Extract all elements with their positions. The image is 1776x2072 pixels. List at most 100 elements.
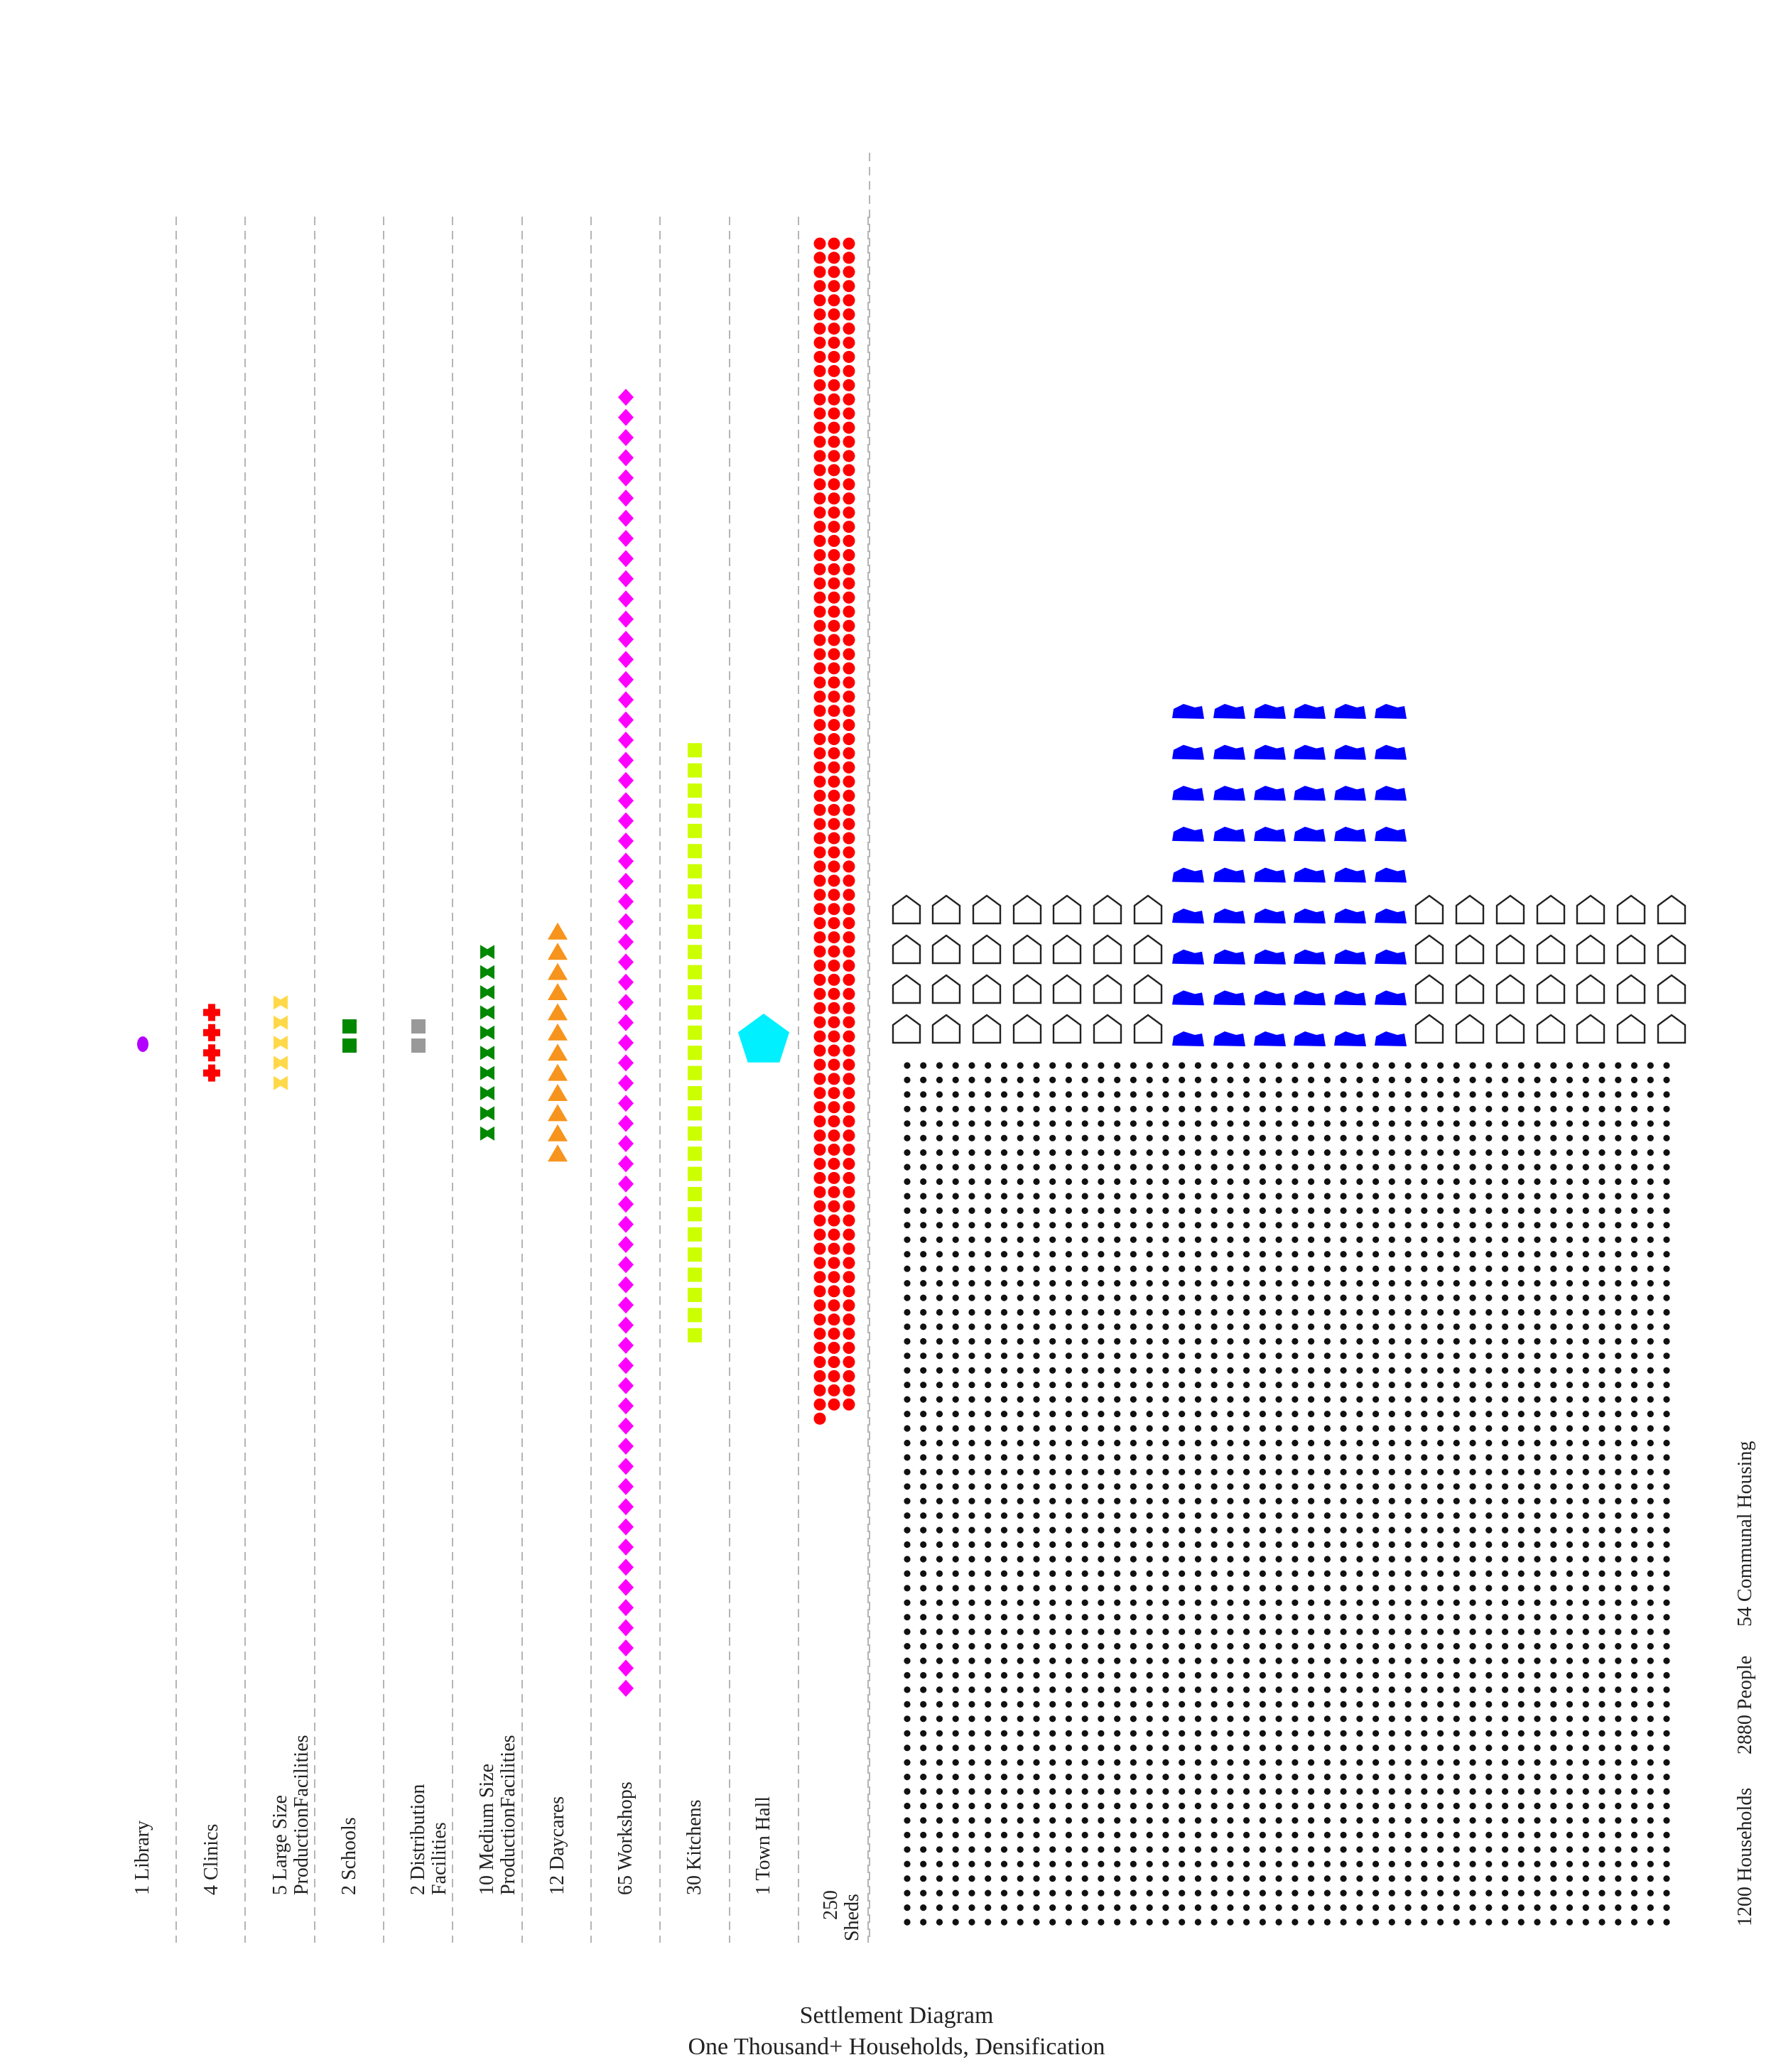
person-dot — [1162, 1774, 1169, 1781]
person-dot — [1566, 1251, 1574, 1258]
household-icon — [931, 934, 961, 965]
person-dot — [1534, 1105, 1541, 1112]
person-dot — [1663, 1352, 1670, 1360]
person-dot — [1421, 1556, 1428, 1563]
person-dot — [1017, 1076, 1024, 1083]
workshops-marker — [618, 1175, 634, 1193]
shed-dot — [813, 973, 826, 986]
person-dot — [1211, 1512, 1218, 1519]
person-dot — [1502, 1671, 1509, 1679]
person-dot — [1243, 1134, 1250, 1141]
person-dot — [1098, 1323, 1105, 1330]
person-dot — [1227, 1671, 1234, 1679]
person-dot — [1517, 1585, 1525, 1592]
person-dot — [1421, 1396, 1428, 1403]
person-dot — [1275, 1599, 1282, 1606]
person-dot — [1000, 1382, 1008, 1389]
person-dot — [1598, 1817, 1606, 1824]
person-dot — [1421, 1207, 1428, 1214]
person-dot — [1081, 1265, 1088, 1272]
person-dot — [920, 1396, 927, 1403]
person-dot — [1582, 1425, 1589, 1432]
person-dot — [1534, 1497, 1541, 1504]
person-dot — [1663, 1585, 1670, 1592]
person-dot — [1372, 1308, 1380, 1316]
person-dot — [1404, 1164, 1412, 1171]
person-dot — [1098, 1686, 1105, 1693]
person-dot — [1534, 1817, 1541, 1824]
person-dot — [1550, 1570, 1557, 1577]
person-dot — [1550, 1701, 1557, 1708]
shed-dot — [813, 266, 826, 278]
person-dot — [1162, 1367, 1169, 1374]
person-dot — [1630, 1120, 1638, 1127]
person-dot — [1033, 1919, 1040, 1926]
person-dot — [1388, 1352, 1395, 1360]
person-dot — [985, 1628, 992, 1635]
person-dot — [1517, 1846, 1525, 1853]
person-dot — [1146, 1512, 1153, 1519]
person-dot — [1049, 1105, 1056, 1112]
shed-dot — [828, 1271, 840, 1284]
person-dot — [1259, 1643, 1266, 1650]
person-dot — [1227, 1715, 1234, 1723]
person-dot — [1179, 1120, 1186, 1127]
person-dot — [1162, 1454, 1169, 1461]
person-dot — [1098, 1497, 1105, 1504]
person-dot — [936, 1657, 943, 1664]
person-dot — [1227, 1338, 1234, 1345]
shed-dot — [843, 563, 855, 575]
shed-dot — [843, 1398, 855, 1411]
person-dot — [1453, 1759, 1460, 1766]
person-dot — [1243, 1860, 1250, 1867]
person-dot — [1534, 1889, 1541, 1897]
person-dot — [1275, 1120, 1282, 1127]
person-dot — [1598, 1382, 1606, 1389]
person-dot — [936, 1817, 943, 1824]
person-dot — [1598, 1207, 1606, 1214]
person-dot — [1292, 1280, 1299, 1287]
person-dot — [1550, 1076, 1557, 1083]
shed-dot — [828, 379, 840, 391]
workshops-marker — [618, 389, 634, 406]
person-dot — [1049, 1628, 1056, 1635]
person-dot — [1065, 1251, 1072, 1258]
person-dot — [1453, 1774, 1460, 1781]
shed-dot — [843, 705, 855, 717]
person-dot — [1179, 1454, 1186, 1461]
person-dot — [1049, 1512, 1056, 1519]
person-dot — [1017, 1759, 1024, 1766]
person-dot — [1243, 1367, 1250, 1374]
person-dot — [1517, 1497, 1525, 1504]
person-dot — [936, 1382, 943, 1389]
person-dot — [936, 1875, 943, 1882]
person-dot — [1194, 1802, 1201, 1810]
person-dot — [1469, 1541, 1476, 1548]
person-dot — [1388, 1120, 1395, 1127]
person-dot — [1308, 1556, 1315, 1563]
kitchens-marker — [688, 924, 702, 939]
facility-label-large-production: 5 Large SizeProductionFacilities — [269, 1735, 313, 1895]
workshops-marker — [618, 570, 634, 587]
person-dot — [1227, 1599, 1234, 1606]
person-dot — [1243, 1091, 1250, 1098]
person-dot — [1114, 1570, 1121, 1577]
person-dot — [1194, 1686, 1201, 1693]
household-icon — [972, 894, 1002, 925]
person-dot — [968, 1759, 975, 1766]
person-dot — [1566, 1352, 1574, 1360]
person-dot — [1000, 1396, 1008, 1403]
person-dot — [1179, 1570, 1186, 1577]
person-dot — [1259, 1338, 1266, 1345]
person-dot — [1146, 1222, 1153, 1229]
person-dot — [1421, 1265, 1428, 1272]
kitchens-marker — [688, 985, 702, 999]
person-dot — [1437, 1178, 1444, 1186]
person-dot — [1502, 1091, 1509, 1098]
shed-dot — [843, 450, 855, 462]
shed-dot — [828, 832, 840, 845]
shed-dot — [813, 789, 826, 802]
person-dot — [1663, 1497, 1670, 1504]
person-dot — [1292, 1076, 1299, 1083]
workshops-marker — [618, 1578, 634, 1596]
